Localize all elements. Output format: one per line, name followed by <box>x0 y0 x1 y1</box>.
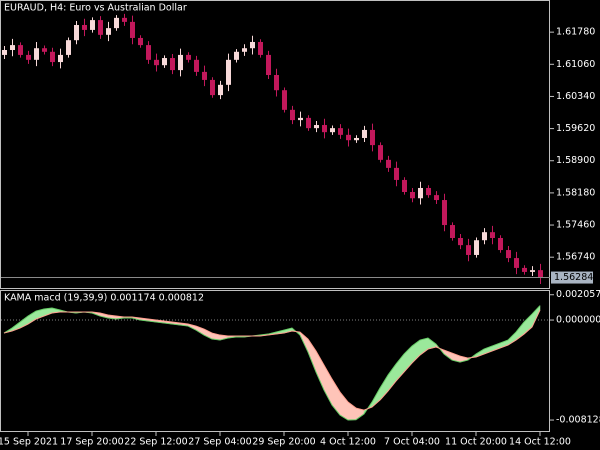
candle-body <box>458 237 463 246</box>
candle-body <box>74 25 79 41</box>
candle-body <box>186 54 191 60</box>
candle-body <box>234 51 239 60</box>
candle-body <box>266 54 271 76</box>
candle-body <box>314 125 319 129</box>
candle-body <box>346 134 351 141</box>
candle-body <box>514 258 519 268</box>
candle-body <box>34 48 39 60</box>
candle-body <box>322 125 327 133</box>
candle-body <box>498 237 503 251</box>
candle-body <box>178 54 183 71</box>
y-tick-label: 1.61060 <box>556 59 595 70</box>
candle-body <box>306 117 311 129</box>
candle-body <box>442 200 447 226</box>
candle-body <box>146 45 151 60</box>
x-tick-label: 4 Oct 12:00 <box>320 437 376 448</box>
macd-line <box>3 309 541 411</box>
y-tick-label: 1.61780 <box>556 27 595 38</box>
candle-body <box>162 58 167 66</box>
candle-body <box>434 195 439 201</box>
candle-body <box>290 109 295 121</box>
candle-body <box>250 41 255 49</box>
candle-body <box>242 48 247 52</box>
candle-body <box>114 17 119 29</box>
candle-body <box>26 54 31 60</box>
candle-body <box>226 59 231 85</box>
candle-body <box>42 48 47 52</box>
candle-body <box>418 187 423 199</box>
y-tick-label: 1.57460 <box>556 220 595 231</box>
candle-body <box>394 167 399 180</box>
y-tick-label: 1.59620 <box>556 123 595 134</box>
x-tick-label: 27 Sep 04:00 <box>188 437 251 448</box>
x-tick-label: 29 Sep 20:00 <box>252 437 315 448</box>
candle-body <box>282 90 287 110</box>
candle-body <box>274 75 279 91</box>
candle-body <box>194 59 199 72</box>
candle-body <box>490 232 495 238</box>
candle-body <box>18 45 23 55</box>
x-tick-label: 15 Sep 2021 <box>0 437 58 448</box>
y-tick-label: 1.58900 <box>556 155 595 166</box>
candle-body <box>362 129 367 138</box>
candle-body <box>98 20 103 35</box>
candle-body <box>370 129 375 146</box>
candle-body <box>402 179 407 192</box>
candle-body <box>386 159 391 168</box>
candle-body <box>66 40 71 55</box>
macd-line <box>3 305 541 421</box>
candle-body <box>2 50 7 55</box>
candle-body <box>138 37 143 46</box>
indicator-panel-frame <box>0 290 550 432</box>
candle-body <box>10 45 15 51</box>
indicator-title: KAMA macd (19,39,9) 0.001174 0.000812 <box>4 293 204 304</box>
x-tick-label: 22 Sep 12:00 <box>124 437 187 448</box>
y-tick-label: 1.60340 <box>556 91 595 102</box>
y-tick-label: 1.58180 <box>556 187 595 198</box>
candle-body <box>122 17 127 22</box>
candle-body <box>154 59 159 66</box>
candle-body <box>410 192 415 199</box>
candle-body <box>426 187 431 196</box>
candle-body <box>58 54 63 63</box>
candle-body <box>170 58 175 71</box>
candle-body <box>354 137 359 141</box>
y-tick-label: 0.000000 <box>556 315 600 326</box>
candle-body <box>202 71 207 80</box>
candle-body <box>538 270 543 278</box>
candle-body <box>466 245 471 255</box>
candle-body <box>50 51 55 63</box>
candle-body <box>330 128 335 133</box>
candle-body <box>298 117 303 121</box>
candle-body <box>530 270 535 272</box>
y-tick-label: -0.008128 <box>556 415 600 426</box>
candle-body <box>130 21 135 38</box>
candle-body <box>338 128 343 135</box>
x-tick-label: 14 Oct 12:00 <box>509 437 571 448</box>
candle-body <box>482 232 487 241</box>
y-tick-label: 0.002057 <box>556 289 600 300</box>
candle-body <box>258 41 263 55</box>
candle-body <box>210 79 215 96</box>
last-price-label: 1.56284 <box>554 272 593 283</box>
main-panel-frame <box>0 0 550 289</box>
candle-body <box>450 225 455 238</box>
candle-body <box>90 20 95 30</box>
candle-body <box>506 250 511 259</box>
candle-body <box>106 28 111 35</box>
candle-body <box>474 240 479 255</box>
candle-body <box>378 145 383 160</box>
candle-body <box>82 25 87 30</box>
last-price-box <box>551 271 593 284</box>
candle-body <box>218 84 223 96</box>
x-tick-label: 17 Sep 20:00 <box>60 437 123 448</box>
chart-title: EURAUD, H4: Euro vs Australian Dollar <box>4 3 187 14</box>
candle-body <box>522 267 527 272</box>
y-tick-label: 1.56740 <box>556 252 595 263</box>
x-tick-label: 7 Oct 04:00 <box>384 437 440 448</box>
x-tick-label: 11 Oct 20:00 <box>445 437 507 448</box>
